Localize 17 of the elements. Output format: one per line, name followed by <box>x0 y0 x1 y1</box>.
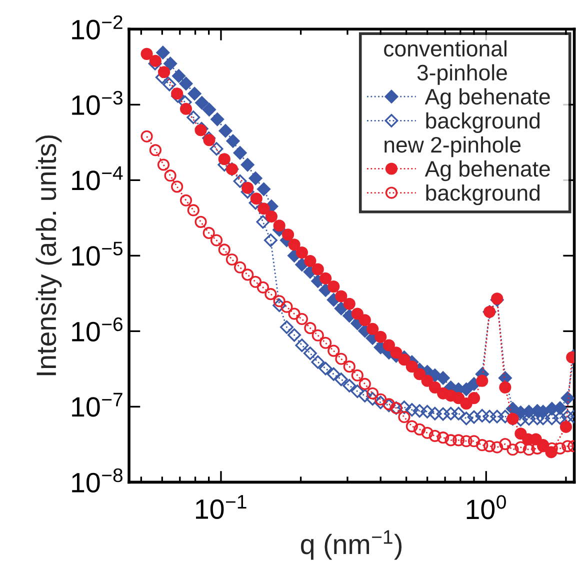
y-tick-label: 10$^{−8}$ <box>72 468 122 492</box>
legend-label: background <box>426 184 540 206</box>
y-tick-label: 10$^{−3}$ <box>72 90 122 115</box>
annotation: new 2-pinhole <box>384 136 521 158</box>
legend-label: Ag behenate <box>424 88 550 109</box>
y-tick-label: 10$^{−7}$ <box>72 392 122 417</box>
x-tick-label: 10$^{−1}$ <box>196 495 246 520</box>
y-tick-label: 10$^{−6}$ <box>72 317 122 342</box>
y-tick-label: 10$^{−5}$ <box>72 242 123 266</box>
y-axis-title: Intensity (arb. units) <box>36 135 62 376</box>
x-axis-title: q (nm$^{−1}$) <box>301 530 402 560</box>
legend-label: Ag behenate <box>424 160 550 182</box>
x-tick-label: 10$^{0}$ <box>466 495 506 520</box>
y-tick-label: 10$^{−2}$ <box>72 15 122 40</box>
y-tick-label: 10$^{−4}$ <box>72 166 123 190</box>
annotation: conventional 3-pinhole <box>384 40 507 85</box>
legend-label: background <box>426 112 540 134</box>
